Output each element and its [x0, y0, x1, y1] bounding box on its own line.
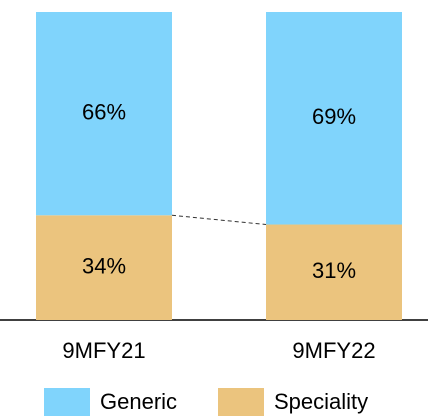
- data-label: 69%: [312, 104, 356, 129]
- data-label: 66%: [82, 99, 126, 124]
- bar-segment: [36, 215, 172, 320]
- legend-swatch: [218, 388, 264, 416]
- data-label: 34%: [82, 253, 126, 278]
- x-tick-label: 9MFY21: [62, 338, 145, 363]
- legend-label: Generic: [100, 389, 177, 414]
- legend-label: Speciality: [274, 389, 368, 414]
- data-label: 31%: [312, 258, 356, 283]
- x-tick-label: 9MFY22: [292, 338, 375, 363]
- bar-segment: [266, 224, 402, 320]
- bar-segment: [36, 12, 172, 216]
- connector: [171, 214, 267, 226]
- bar-segment: [266, 12, 402, 225]
- legend-swatch: [44, 388, 90, 416]
